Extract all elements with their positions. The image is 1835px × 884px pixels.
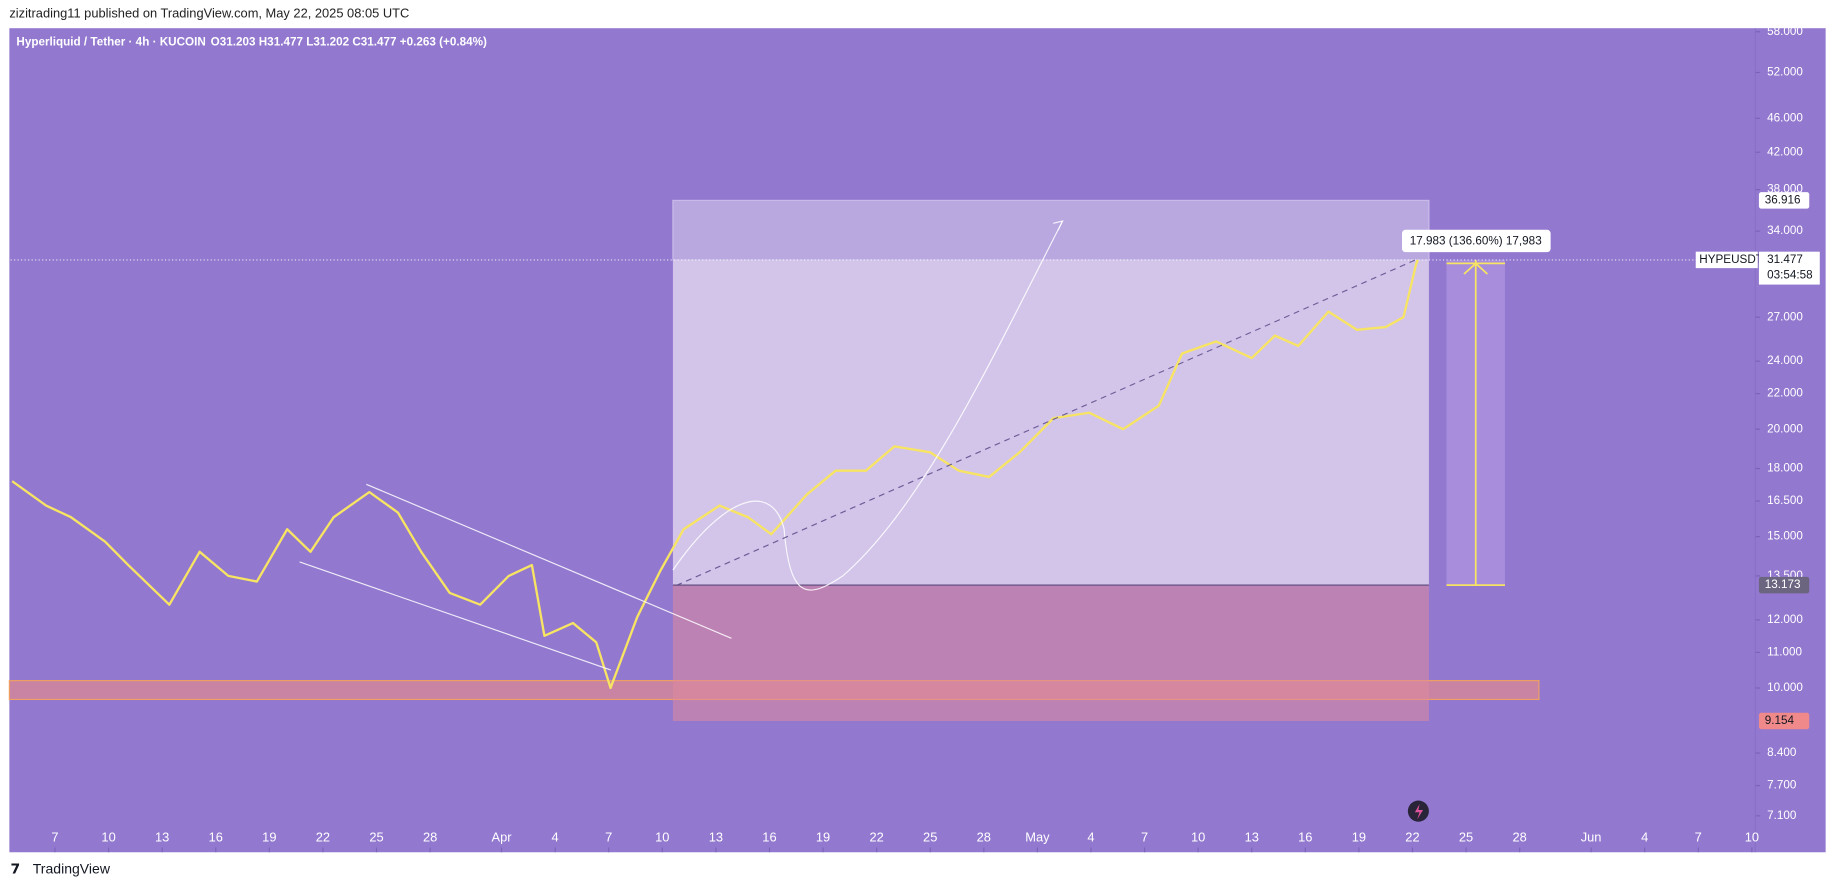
y-tick-label: 22.000: [1767, 387, 1803, 400]
x-tick-label: 19: [1352, 830, 1366, 845]
x-tick-label: 10: [101, 830, 115, 845]
target-price-label-box: [1758, 192, 1810, 209]
x-tick-label: 25: [1459, 830, 1473, 845]
x-tick-label: 7: [1695, 830, 1702, 845]
symbol-label: HYPEUSDT: [1699, 253, 1763, 266]
y-tick-label: 24.000: [1767, 354, 1803, 367]
brand-logo: 𝟳: [11, 861, 21, 877]
x-tick-label: 28: [977, 830, 991, 845]
symbol-box: [1695, 251, 1758, 269]
arrow-head: [1053, 220, 1064, 231]
x-tick-label: 28: [1512, 830, 1526, 845]
entry-price-label-box: [1758, 576, 1810, 594]
measure-tooltip-box: [1401, 229, 1551, 253]
last-price-box: [1758, 251, 1820, 285]
x-tick-label: 7: [1141, 830, 1148, 845]
x-tick-label: 4: [1641, 830, 1648, 845]
y-tick-label: 12.000: [1767, 613, 1803, 626]
x-tick-label: 22: [316, 830, 330, 845]
x-tick-label: 13: [1245, 830, 1259, 845]
x-tick-label: 10: [1745, 830, 1759, 845]
y-tick-label: 16.500: [1767, 494, 1803, 507]
brand-name: TradingView: [33, 861, 111, 877]
x-tick-label: 7: [605, 830, 612, 845]
stop-zone: [672, 585, 1429, 721]
brand-footer: 𝟳 TradingView: [11, 861, 111, 877]
chart-title: Hyperliquid / Tether · 4h · KUCOIN: [16, 35, 205, 48]
y-tick-label: 46.000: [1767, 111, 1803, 124]
axes: 58.00052.00046.00042.00038.00034.00027.0…: [51, 25, 1820, 853]
y-tick-label: 10.000: [1767, 681, 1803, 694]
marks: [11, 259, 1419, 690]
y-tick-label: 27.000: [1767, 310, 1803, 323]
y-tick-label: 7.700: [1767, 779, 1797, 792]
x-tick-label: 13: [709, 830, 723, 845]
x-tick-label: 19: [262, 830, 276, 845]
y-tick-label: 20.000: [1767, 422, 1803, 435]
y-tick-label: 52.000: [1767, 66, 1803, 79]
channel-upper: [366, 483, 732, 639]
x-tick-label: 4: [552, 830, 559, 845]
x-tick-label: 7: [51, 830, 58, 845]
y-tick-label: 15.000: [1767, 530, 1803, 543]
alert-bolt: [1414, 804, 1424, 820]
y-tick-label: 18.000: [1767, 462, 1803, 475]
x-tick-label: 16: [1298, 830, 1312, 845]
x-tick-label: 19: [816, 830, 830, 845]
zones: [8, 199, 1756, 721]
publisher-line: zizitrading11 published on TradingView.c…: [9, 5, 409, 20]
x-tick-label: 16: [762, 830, 776, 845]
entry-price-label: 13.173: [1765, 578, 1801, 591]
x-tick-label: 16: [209, 830, 223, 845]
x-tick-label: Jun: [1581, 830, 1602, 845]
measure-tooltip: 17.983 (136.60%) 17,983: [1410, 235, 1542, 248]
x-tick-label: 13: [155, 830, 169, 845]
price-line: [11, 259, 1419, 690]
projection-arrow: [672, 220, 1064, 591]
x-tick-label: 25: [369, 830, 383, 845]
x-tick-label: 10: [655, 830, 669, 845]
channel-lower: [299, 561, 612, 671]
x-tick-label: 4: [1087, 830, 1094, 845]
stop-price-label-box: [1758, 712, 1810, 730]
y-tick-label: 7.100: [1767, 809, 1797, 822]
x-tick-label: 22: [869, 830, 883, 845]
stop-price-label: 9.154: [1765, 714, 1795, 727]
ohlc-legend: O31.203 H31.477 L31.202 C31.477 +0.263 (…: [211, 35, 487, 48]
y-tick-label: 58.000: [1767, 25, 1803, 38]
x-tick-label: 10: [1191, 830, 1205, 845]
countdown-label: 03:54:58: [1767, 268, 1813, 281]
trend-line: [676, 258, 1419, 586]
x-tick-label: 22: [1405, 830, 1419, 845]
x-tick-label: May: [1025, 830, 1050, 845]
measure-arrow-head: [1463, 262, 1489, 275]
drawings: [299, 220, 1419, 671]
target-zone: [672, 259, 1429, 586]
x-tick-label: Apr: [492, 830, 513, 845]
target-zone-upper: [672, 199, 1430, 261]
target-price-label: 36.916: [1765, 193, 1801, 206]
x-tick-label: 25: [923, 830, 937, 845]
x-tick-label: 28: [423, 830, 437, 845]
y-tick-label: 8.400: [1767, 746, 1797, 759]
y-tick-label: 11.000: [1767, 645, 1802, 658]
y-tick-label: 34.000: [1767, 224, 1803, 237]
last-price-label: 31.477: [1767, 253, 1803, 266]
y-tick-label: 42.000: [1767, 145, 1803, 158]
